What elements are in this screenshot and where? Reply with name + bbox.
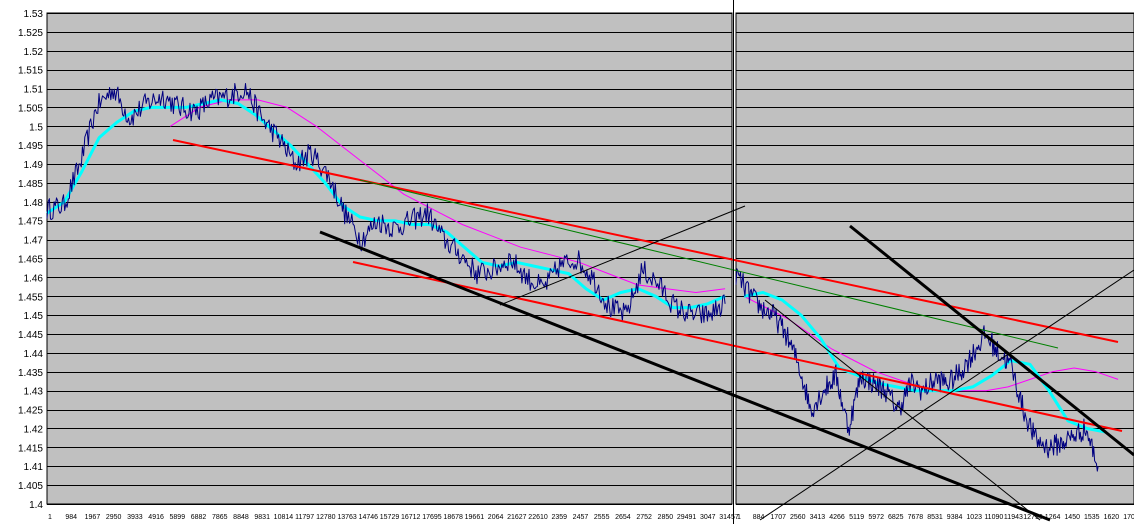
x-tick-label: 9384 xyxy=(947,514,963,521)
x-tick-label: 6882 xyxy=(191,514,207,521)
y-tick-label: 1.5 xyxy=(29,122,43,133)
x-tick-label: 884 xyxy=(753,514,765,521)
x-tick-label: 12780 xyxy=(316,514,336,521)
ma-fast-line-left xyxy=(46,98,726,310)
thin-line-1 xyxy=(499,205,746,306)
price-line-right xyxy=(735,268,1099,472)
x-tick-label: 5119 xyxy=(849,514,864,521)
x-tick-label: 3933 xyxy=(127,514,143,521)
y-tick-label: 1.425 xyxy=(18,406,43,417)
x-tick-label: 21627 xyxy=(507,514,527,521)
y-tick-label: 1.45 xyxy=(24,311,44,322)
y-tick-label: 1.48 xyxy=(24,198,44,209)
ma-slow-line-left xyxy=(170,99,726,293)
x-tick-label: 19661 xyxy=(465,514,485,521)
x-tick-label: 18678 xyxy=(443,514,463,521)
y-tick-label: 1.43 xyxy=(24,387,44,398)
channel-lower-line xyxy=(352,261,1123,432)
x-tick-label: 3413 xyxy=(810,514,826,521)
y-tick-label: 1.465 xyxy=(18,255,43,266)
gridlines-2 xyxy=(736,13,1134,505)
x-tick-label: 1620 xyxy=(1104,514,1120,521)
x-tick-label: 1535 xyxy=(1084,514,1100,521)
x-tick-label: 10814 xyxy=(274,514,294,521)
y-tick-label: 1.475 xyxy=(18,217,43,228)
x-tick-label: 1707 xyxy=(770,514,786,521)
thin-line-3 xyxy=(759,269,1134,521)
x-tick-label: 8848 xyxy=(233,514,249,521)
x-tick-label: 7678 xyxy=(908,514,924,521)
x-tick-label: 1 xyxy=(48,514,52,521)
x-tick-label: 13763 xyxy=(337,514,357,521)
y-tick-label: 1.525 xyxy=(18,28,43,39)
x-tick-label: 9831 xyxy=(254,514,270,521)
thin-line-2 xyxy=(764,299,1041,521)
x-tick-label: 1705 xyxy=(1123,514,1134,521)
y-tick-label: 1.405 xyxy=(18,481,43,492)
y-tick-label: 1.415 xyxy=(18,443,43,454)
x-tick-label: 8531 xyxy=(927,514,943,521)
x-tick-label: 5972 xyxy=(868,514,884,521)
y-tick-label: 1.4 xyxy=(29,500,43,511)
x-tick-label: 4266 xyxy=(829,514,845,521)
y-tick-label: 1.435 xyxy=(18,368,43,379)
x-tick-label: 2850 xyxy=(658,514,674,521)
x-tick-label: 984 xyxy=(65,514,77,521)
x-tick-label: 1264 xyxy=(1045,514,1061,521)
x-tick-label: 5899 xyxy=(170,514,186,521)
x-tick-label: 2064 xyxy=(488,514,504,521)
y-tick-label: 1.505 xyxy=(18,103,43,114)
trend-line-upper-black xyxy=(849,224,1134,457)
x-tick-label: 11797 xyxy=(295,514,314,521)
price-line-left xyxy=(46,83,726,324)
x-tick-label: 1023 xyxy=(966,514,982,521)
x-tick-label: 14746 xyxy=(359,514,379,521)
x-tick-label: 3047 xyxy=(700,514,716,521)
trend-line-lower-black xyxy=(319,230,1051,522)
y-tick-label: 1.44 xyxy=(24,349,44,360)
y-tick-label: 1.515 xyxy=(18,66,43,77)
x-tick-label: 2359 xyxy=(551,514,567,521)
y-tick-label: 1.445 xyxy=(18,330,43,341)
x-tick-label: 2560 xyxy=(790,514,806,521)
y-tick-label: 1.42 xyxy=(24,424,44,435)
x-tick-label: 2457 xyxy=(573,514,589,521)
y-tick-label: 1.53 xyxy=(24,9,44,20)
x-tick-label: 1450 xyxy=(1064,514,1080,521)
x-tick-label: 11943 xyxy=(1004,514,1023,521)
x-tick-label: 16712 xyxy=(401,514,421,521)
x-tick-label: 1967 xyxy=(85,514,101,521)
y-tick-label: 1.51 xyxy=(24,85,44,96)
x-tick-label: 2752 xyxy=(636,514,652,521)
x-tick-label: 29491 xyxy=(677,514,697,521)
y-tick-label: 1.495 xyxy=(18,141,43,152)
y-tick-label: 1.455 xyxy=(18,292,43,303)
x-tick-label: 2654 xyxy=(615,514,631,521)
x-tick-label: 31457 xyxy=(719,514,739,521)
x-tick-label: 15729 xyxy=(380,514,400,521)
y-tick-label: 1.46 xyxy=(24,273,44,284)
x-tick-label: 22610 xyxy=(528,514,548,521)
y-tick-label: 1.52 xyxy=(24,47,44,58)
trend-line-green xyxy=(359,179,1059,349)
x-tick-label: 12796 xyxy=(1023,514,1043,521)
channel-upper-line xyxy=(172,139,1119,343)
y-tick-label: 1.49 xyxy=(24,160,44,171)
y-tick-label: 1.47 xyxy=(24,236,44,247)
x-tick-label: 4916 xyxy=(148,514,164,521)
x-tick-label: 2950 xyxy=(106,514,122,521)
x-tick-label: 1 xyxy=(737,514,741,521)
y-tick-label: 1.41 xyxy=(24,462,44,473)
y-tick-label: 1.485 xyxy=(18,179,43,190)
x-tick-label: 2555 xyxy=(594,514,610,521)
x-tick-label: 6825 xyxy=(888,514,904,521)
x-tick-label: 7865 xyxy=(212,514,228,521)
x-tick-label: 11090 xyxy=(984,514,1003,521)
x-tick-label: 17695 xyxy=(422,514,442,521)
